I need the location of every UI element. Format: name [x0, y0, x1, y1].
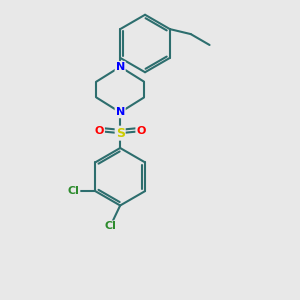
Text: Cl: Cl [68, 186, 80, 196]
Text: N: N [116, 62, 125, 72]
Text: N: N [116, 107, 125, 117]
Text: Cl: Cl [104, 221, 116, 231]
Text: O: O [95, 126, 104, 136]
Text: O: O [136, 126, 146, 136]
Text: S: S [116, 127, 125, 140]
